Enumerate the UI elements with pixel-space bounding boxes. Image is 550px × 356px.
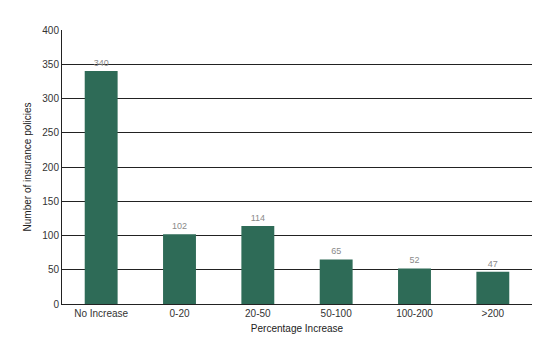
svg-text:52: 52 — [409, 255, 419, 265]
svg-text:Number of insurance policies: Number of insurance policies — [22, 103, 33, 232]
svg-text:150: 150 — [42, 196, 59, 207]
svg-text:102: 102 — [172, 221, 187, 231]
svg-text:340: 340 — [94, 58, 109, 68]
svg-text:0: 0 — [53, 299, 59, 310]
svg-text:47: 47 — [488, 259, 498, 269]
svg-text:20-50: 20-50 — [245, 308, 271, 319]
svg-text:250: 250 — [42, 127, 59, 138]
svg-text:350: 350 — [42, 59, 59, 70]
svg-text:No Increase: No Increase — [74, 308, 128, 319]
svg-text:50: 50 — [48, 264, 60, 275]
svg-text:>200: >200 — [482, 308, 505, 319]
svg-text:100-200: 100-200 — [396, 308, 433, 319]
svg-text:200: 200 — [42, 162, 59, 173]
svg-text:400: 400 — [42, 25, 59, 36]
svg-text:Percentage Increase: Percentage Increase — [251, 323, 344, 334]
svg-text:100: 100 — [42, 230, 59, 241]
svg-text:300: 300 — [42, 93, 59, 104]
svg-text:114: 114 — [251, 213, 265, 223]
svg-text:50-100: 50-100 — [321, 308, 353, 319]
svg-text:0-20: 0-20 — [169, 308, 189, 319]
svg-text:65: 65 — [331, 246, 341, 256]
